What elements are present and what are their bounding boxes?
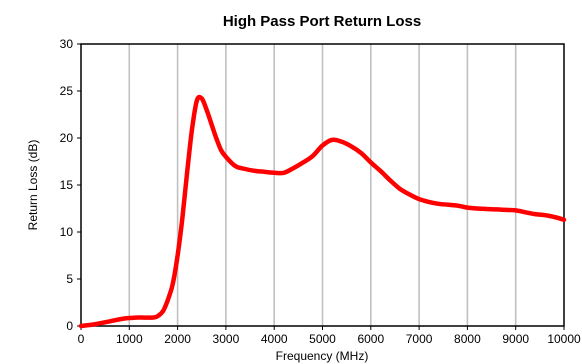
x-axis-label: Frequency (MHz) xyxy=(276,349,369,363)
y-tick-label: 5 xyxy=(66,272,73,286)
axis-ticks: 0 1000 2000 3000 4000 5000 6000 7000 8000 9000 100… xyxy=(60,37,581,346)
x-tick-label: 1000 xyxy=(116,332,143,346)
series-group xyxy=(78,94,567,329)
chart-title: High Pass Port Return Loss xyxy=(223,13,421,30)
x-tick-label: 9000 xyxy=(502,332,529,346)
x-tick-label: 4000 xyxy=(261,332,288,346)
y-tick-label: 25 xyxy=(60,84,74,98)
x-tick-label: 6000 xyxy=(357,332,384,346)
x-tick-label: 10000 xyxy=(547,332,581,346)
y-axis-label: Return Loss (dB) xyxy=(26,140,40,231)
x-tick-label: 8000 xyxy=(454,332,481,346)
x-tick-label: 2000 xyxy=(164,332,191,346)
return-loss-line xyxy=(78,94,567,329)
y-tick-label: 0 xyxy=(66,319,73,333)
y-tick-label: 15 xyxy=(60,178,74,192)
grid-lines xyxy=(128,44,517,326)
x-tick-label: 7000 xyxy=(406,332,433,346)
y-tick-label: 30 xyxy=(60,37,74,51)
x-tick-label: 3000 xyxy=(213,332,240,346)
y-tick-label: 10 xyxy=(60,225,74,239)
x-tick-label: 5000 xyxy=(309,332,336,346)
y-tick-label: 20 xyxy=(60,131,74,145)
x-tick-label: 0 xyxy=(78,332,85,346)
